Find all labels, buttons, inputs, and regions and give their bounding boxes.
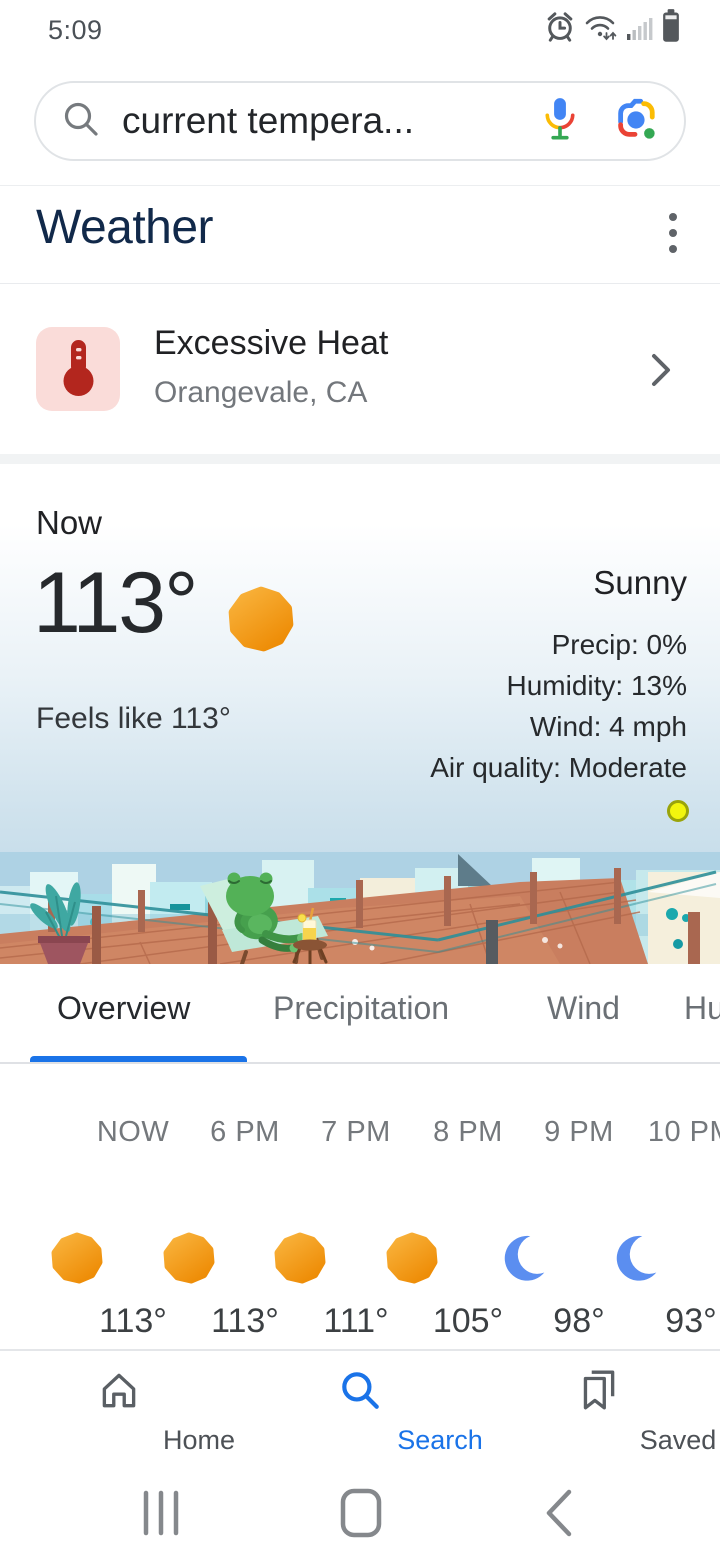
hour-column: 8 PM 105° [356, 1064, 503, 1349]
conditions-details: Sunny Precip: 0% Humidity: 13% Wind: 4 m… [430, 564, 687, 788]
air-quality-indicator-dot [667, 800, 689, 822]
hour-column: 9 PM 98° [467, 1064, 613, 1349]
tab-overview[interactable]: Overview [57, 990, 191, 1026]
bookmark-icon [575, 1367, 621, 1418]
hour-time: 10 PM [647, 1116, 720, 1148]
sun-icon [163, 1232, 215, 1289]
moon-icon [497, 1232, 549, 1289]
air-quality-detail: Air quality: Moderate [430, 752, 687, 783]
battery-icon [662, 9, 680, 48]
search-icon [337, 1367, 383, 1418]
sun-icon [228, 586, 294, 657]
alarm-icon [545, 11, 575, 48]
hour-time: 8 PM [433, 1116, 503, 1148]
hour-temp: 98° [553, 1302, 605, 1340]
divider [0, 1349, 720, 1351]
status-bar: 5:09 [0, 0, 720, 60]
status-icons [545, 9, 680, 48]
weather-header: Weather [0, 186, 720, 283]
hour-column: 10 PM 93° [579, 1064, 720, 1349]
clock-time: 5:09 [48, 15, 103, 45]
frog-relaxing-on-rooftop-illustration [0, 852, 720, 964]
sun-icon [274, 1232, 326, 1289]
hour-column: 6 PM 113° [133, 1064, 279, 1349]
hour-column: NOW 113° [21, 1064, 169, 1349]
alert-icon-box [36, 327, 120, 411]
sun-icon [51, 1232, 103, 1289]
hour-column-clipped: 11 PM [691, 1064, 720, 1349]
moon-icon [609, 1232, 661, 1289]
tab-precipitation[interactable]: Precipitation [273, 990, 450, 1026]
page-title: Weather [36, 201, 214, 254]
hour-time: 9 PM [544, 1116, 614, 1148]
search-icon [62, 100, 100, 143]
section-gap [0, 454, 720, 464]
hour-time: 7 PM [321, 1116, 391, 1148]
now-label: Now [36, 504, 103, 541]
condition-label: Sunny [593, 564, 687, 601]
hour-temp: 105° [432, 1302, 504, 1340]
current-temperature: 113° [33, 555, 198, 651]
precip-detail: Precip: 0% [551, 629, 687, 660]
weather-alert-card[interactable]: Excessive Heat Orangevale, CA [0, 284, 720, 454]
home-icon [96, 1367, 142, 1418]
tab-wind[interactable]: Wind [547, 990, 620, 1026]
hour-temp: 111° [323, 1302, 389, 1340]
divider [0, 185, 720, 186]
bottom-navigation: Home Search Saved [0, 1351, 720, 1470]
recent-apps-icon[interactable] [141, 1490, 181, 1541]
current-conditions-panel: Now 113° Feels like 113° Sunny Precip: 0… [0, 464, 720, 964]
signal-strength-icon [627, 11, 653, 48]
nav-item-search[interactable]: Search [280, 1351, 483, 1470]
thermometer-icon [36, 325, 120, 414]
feels-like-text: Feels like 113° [36, 702, 231, 735]
hour-time: NOW [96, 1116, 170, 1148]
kebab-menu-icon[interactable] [668, 212, 678, 261]
active-tab-underline [30, 1056, 247, 1062]
humidity-detail: Humidity: 13% [506, 670, 687, 701]
nav-label: Saved [639, 1425, 717, 1455]
mic-icon[interactable] [540, 94, 580, 149]
nav-label: Search [397, 1425, 483, 1455]
search-query-text[interactable]: current tempera... [122, 100, 415, 141]
hour-column: 7 PM 111° [244, 1064, 390, 1349]
wifi-icon [584, 11, 618, 48]
nav-item-saved[interactable]: Saved [518, 1351, 716, 1470]
divider [0, 283, 720, 284]
home-button-icon[interactable] [340, 1488, 382, 1543]
hourly-forecast: NOW 113° 6 PM 113° 7 PM 111° 8 PM 105° 9… [0, 1064, 720, 1349]
search-section: current tempera... [0, 60, 720, 185]
alert-title: Excessive Heat [154, 324, 389, 362]
sun-icon [386, 1232, 438, 1289]
tab-humidity[interactable]: Humidity [684, 990, 720, 1026]
nav-label: Home [162, 1425, 236, 1455]
search-bar[interactable]: current tempera... [34, 81, 686, 161]
hour-temp: 113° [99, 1302, 167, 1340]
hour-time: 6 PM [210, 1116, 280, 1148]
chevron-right-icon [650, 352, 672, 393]
hour-temp: 93° [665, 1302, 717, 1340]
wind-detail: Wind: 4 mph [529, 711, 687, 742]
system-navigation-bar [0, 1470, 720, 1560]
forecast-tab-bar: Overview Precipitation Wind Humidity [0, 964, 720, 1064]
hour-temp: 113° [211, 1302, 279, 1340]
google-lens-icon[interactable] [612, 96, 658, 147]
nav-item-home[interactable]: Home [39, 1351, 235, 1470]
back-icon[interactable] [544, 1489, 574, 1542]
alert-location: Orangevale, CA [154, 376, 368, 409]
